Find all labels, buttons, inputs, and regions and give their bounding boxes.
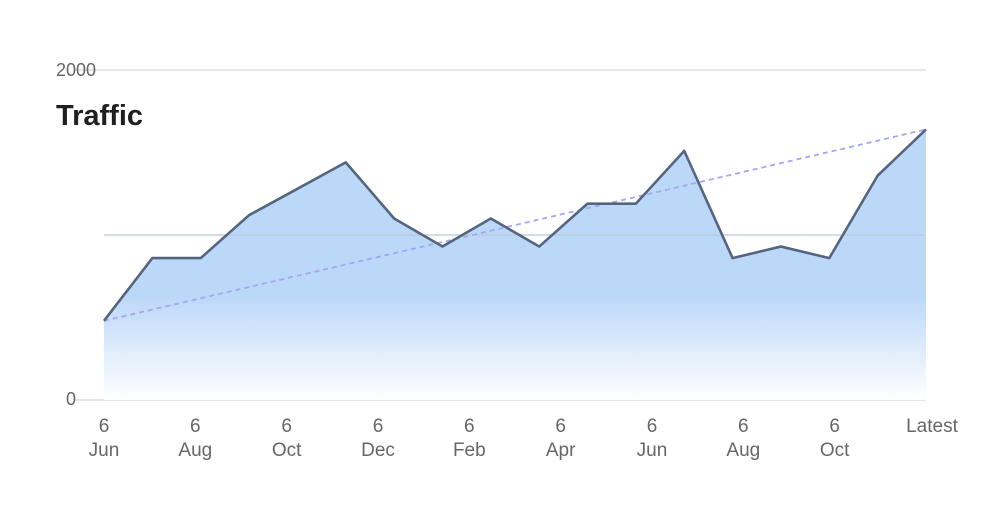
series-line [102, 128, 927, 322]
area-fill [104, 129, 926, 400]
x-tick-label: Dec [361, 440, 395, 461]
x-tick-label: 6 [190, 416, 201, 437]
x-tick-label: 6 [99, 416, 110, 437]
x-tick-label: Apr [546, 440, 576, 461]
y-tick-label: 2000 [56, 60, 96, 80]
x-tick-label: 6 [281, 416, 292, 437]
x-tick-label: Oct [820, 440, 850, 461]
x-tick-label: 6 [555, 416, 566, 437]
x-tick-label: Feb [453, 440, 486, 461]
trend-line [103, 128, 927, 322]
x-tick-label: 6 [647, 416, 658, 437]
x-tick-label: 6 [738, 416, 749, 437]
x-tick-label: 6 [829, 416, 840, 437]
x-tick-label: Oct [272, 440, 302, 461]
chart-title: Traffic [56, 100, 144, 132]
x-tick-label: 6 [373, 416, 384, 437]
x-tick-label: Jun [637, 440, 668, 461]
area-layer [102, 128, 927, 400]
y-tick-label: 0 [66, 389, 76, 409]
x-tick-label: Jun [89, 440, 120, 461]
axis-layer: 2000 0 6 Jun 6 Aug 6 Oct 6 Dec 6 Feb 6 Apr 6 Jun 6 Aug 6 Oc… [56, 60, 959, 461]
x-tick-label: Aug [726, 440, 760, 461]
x-tick-label: 6 [464, 416, 475, 437]
x-tick-label: Latest [906, 416, 958, 437]
x-tick-label: Aug [178, 440, 212, 461]
